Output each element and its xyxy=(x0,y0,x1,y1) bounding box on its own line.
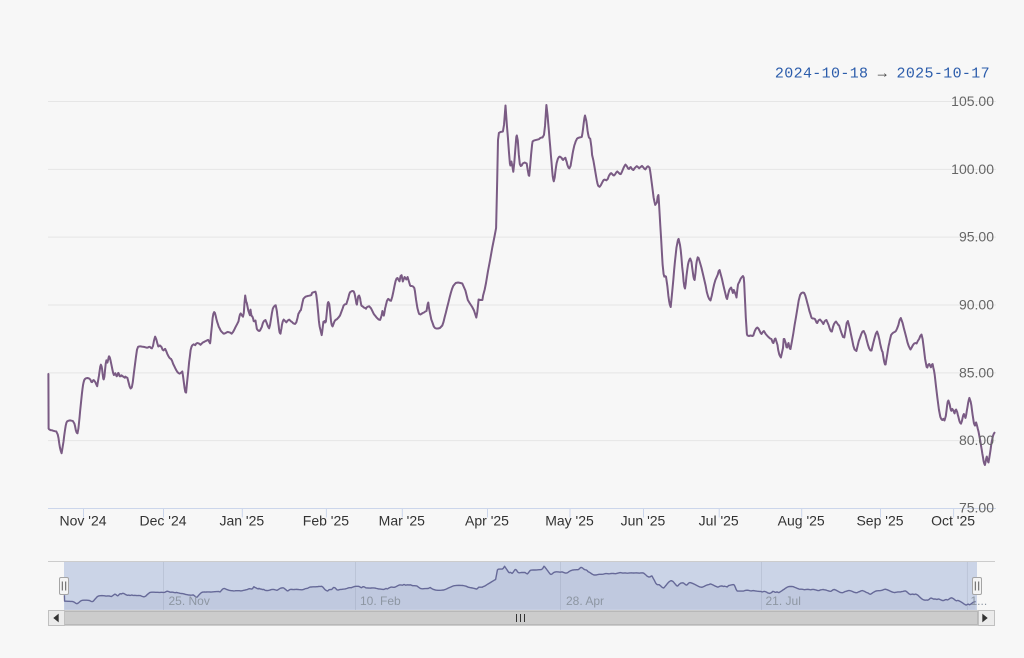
svg-text:1...: 1... xyxy=(971,594,988,608)
svg-text:85.00: 85.00 xyxy=(959,364,994,380)
svg-text:May '25: May '25 xyxy=(545,513,594,529)
svg-text:Feb '25: Feb '25 xyxy=(303,513,349,529)
svg-text:Jul '25: Jul '25 xyxy=(699,513,739,529)
svg-text:Sep '25: Sep '25 xyxy=(856,513,903,529)
svg-text:10. Feb: 10. Feb xyxy=(360,594,401,608)
svg-text:Dec '24: Dec '24 xyxy=(139,513,186,529)
svg-text:75.00: 75.00 xyxy=(959,500,994,516)
svg-text:Mar '25: Mar '25 xyxy=(379,513,425,529)
svg-text:28. Apr: 28. Apr xyxy=(566,594,604,608)
svg-text:25. Nov: 25. Nov xyxy=(169,594,210,608)
svg-text:95.00: 95.00 xyxy=(959,229,994,245)
svg-text:Jun '25: Jun '25 xyxy=(621,513,666,529)
svg-text:Jan '25: Jan '25 xyxy=(219,513,264,529)
svg-text:100.00: 100.00 xyxy=(951,161,994,177)
svg-text:Aug '25: Aug '25 xyxy=(778,513,825,529)
svg-text:Oct '25: Oct '25 xyxy=(931,513,975,529)
svg-text:Nov '24: Nov '24 xyxy=(59,513,106,529)
svg-text:21. Jul: 21. Jul xyxy=(766,594,801,608)
svg-text:105.00: 105.00 xyxy=(951,93,994,109)
svg-text:2024-10-18 → 2025-10-17: 2024-10-18 → 2025-10-17 xyxy=(775,66,990,83)
svg-text:90.00: 90.00 xyxy=(959,297,994,313)
svg-text:Apr '25: Apr '25 xyxy=(465,513,509,529)
svg-text:80.00: 80.00 xyxy=(959,432,994,448)
